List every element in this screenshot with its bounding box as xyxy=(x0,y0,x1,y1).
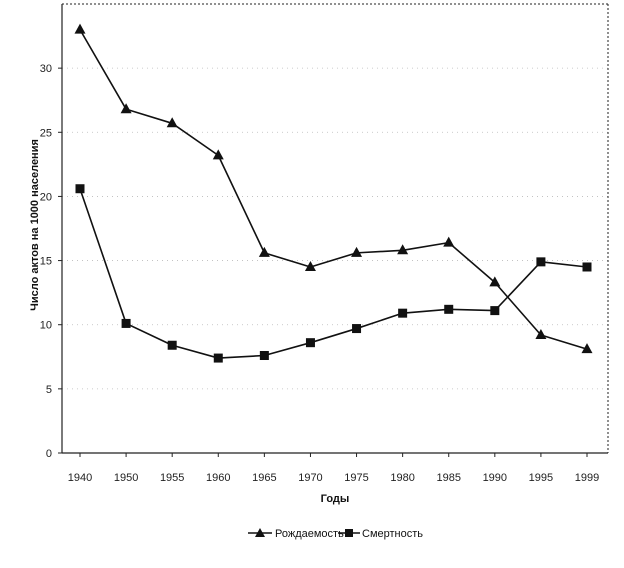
y-tick-label: 0 xyxy=(46,448,52,460)
x-tick-label: 1965 xyxy=(252,472,276,484)
data-point-birth-rate xyxy=(581,343,593,354)
data-point-death-rate xyxy=(167,340,177,350)
data-point-birth-rate xyxy=(535,328,547,339)
x-tick-label: 1970 xyxy=(298,472,322,484)
data-point-birth-rate xyxy=(443,236,455,247)
y-axis-title: Число актов на 1000 населения xyxy=(29,139,41,311)
x-tick-label: 1950 xyxy=(114,472,138,484)
y-tick-label: 25 xyxy=(40,127,52,139)
x-tick-label: 1990 xyxy=(483,472,507,484)
x-tick-label: 1999 xyxy=(575,472,599,484)
legend-label-birth-rate: Рождаемость xyxy=(275,528,344,540)
x-tick-label: 1975 xyxy=(344,472,368,484)
data-point-birth-rate xyxy=(304,260,316,271)
series-layer xyxy=(74,23,593,363)
y-tick-label: 20 xyxy=(40,191,52,203)
data-point-death-rate xyxy=(582,262,592,272)
data-point-birth-rate xyxy=(120,103,132,114)
data-point-birth-rate xyxy=(166,117,178,128)
legend-marker-birth-rate xyxy=(255,528,265,537)
y-tick-label: 15 xyxy=(40,256,52,268)
data-point-death-rate xyxy=(213,353,223,363)
x-tick-label: 1985 xyxy=(436,472,460,484)
y-ticks: 0 5 10 15 20 25 30 xyxy=(40,63,62,460)
data-point-death-rate xyxy=(75,184,85,194)
data-point-birth-rate xyxy=(212,149,224,160)
data-point-birth-rate xyxy=(351,246,363,257)
legend-item-birth-rate: Рождаемость xyxy=(248,528,344,540)
x-ticks: 1940 1950 1955 1960 1965 1970 1975 1980 1985 1990… xyxy=(68,453,599,484)
legend-item-death-rate: Смертность xyxy=(338,528,423,540)
series-birth-rate xyxy=(74,23,593,354)
data-point-death-rate xyxy=(352,324,362,334)
data-point-death-rate xyxy=(490,306,500,316)
series-line-birth-rate xyxy=(79,29,588,350)
x-tick-label: 1940 xyxy=(68,472,92,484)
legend-marker-death-rate xyxy=(345,529,353,537)
data-point-death-rate xyxy=(398,308,408,318)
y-tick-label: 10 xyxy=(40,320,52,332)
data-point-death-rate xyxy=(444,304,454,314)
y-tick-label: 5 xyxy=(46,384,52,396)
axes xyxy=(61,3,609,454)
data-point-death-rate xyxy=(536,257,546,267)
data-point-birth-rate xyxy=(489,276,501,287)
series-line-death-rate xyxy=(79,188,588,359)
x-axis-title: Годы xyxy=(321,493,350,505)
legend-label-death-rate: Смертность xyxy=(362,528,423,540)
x-tick-label: 1960 xyxy=(206,472,230,484)
data-point-birth-rate xyxy=(397,244,409,255)
series-death-rate xyxy=(75,184,592,363)
grid xyxy=(62,67,608,390)
data-point-birth-rate xyxy=(258,246,270,257)
x-tick-label: 1980 xyxy=(390,472,414,484)
data-point-death-rate xyxy=(121,318,131,328)
legend: Рождаемость Смертность xyxy=(248,528,423,540)
data-point-death-rate xyxy=(305,338,315,348)
y-tick-label: 30 xyxy=(40,63,52,75)
data-point-death-rate xyxy=(259,351,269,361)
data-point-birth-rate xyxy=(74,23,86,34)
x-tick-label: 1995 xyxy=(529,472,553,484)
x-tick-label: 1955 xyxy=(160,472,184,484)
